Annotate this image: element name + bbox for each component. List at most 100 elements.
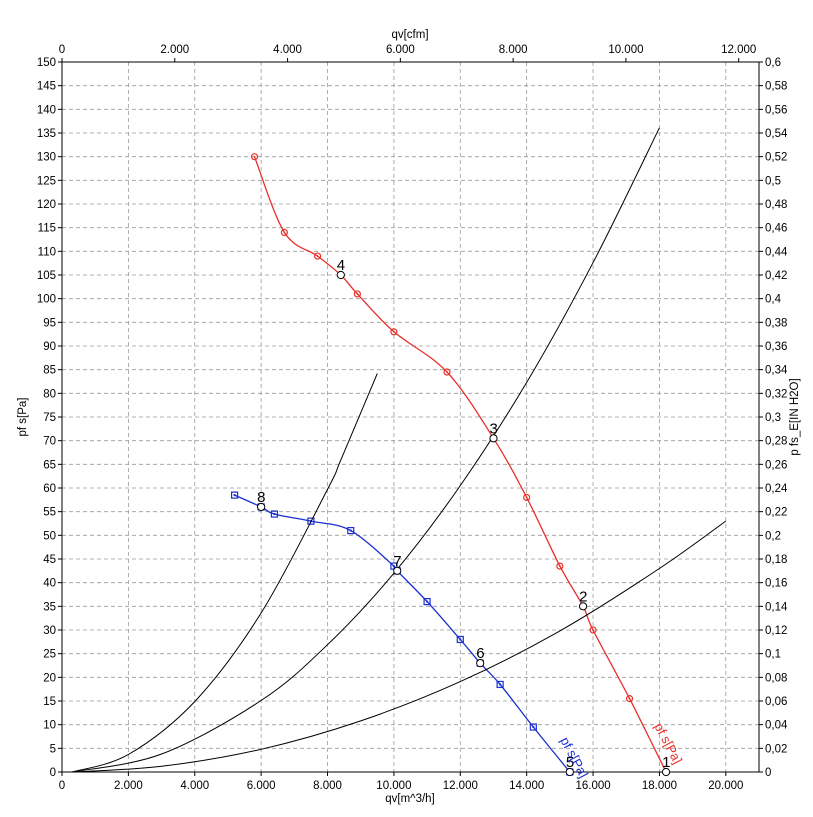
x-tick-label: 10.000 — [376, 780, 411, 792]
y2-tick-label: 0,46 — [765, 223, 787, 235]
y2-tick-label: 0,3 — [765, 412, 781, 424]
y2-tick-label: 0,6 — [765, 57, 781, 69]
y2-axis-ticks: 0 0,02 0,04 0,06 0,08 0,1 0,12 0,14 0,16 0,18 0,2 0… — [759, 57, 788, 779]
blue-data-marker-dot — [233, 494, 236, 497]
y-tick-label: 70 — [43, 436, 56, 448]
blue-data-marker-dot — [532, 726, 535, 729]
y-tick-label: 140 — [37, 104, 56, 116]
y2-tick-label: 0,48 — [765, 199, 787, 211]
operating-point-label: 4 — [337, 257, 345, 274]
y-tick-label: 90 — [43, 341, 56, 353]
y-tick-label: 5 — [50, 743, 56, 755]
operating-point-marker — [661, 767, 671, 777]
y2-tick-label: 0,1 — [765, 649, 781, 661]
y2-tick-label: 0,54 — [765, 128, 788, 140]
blue-data-marker — [347, 526, 355, 535]
y2-tick-label: 0,4 — [765, 294, 782, 306]
y2-tick-label: 0,2 — [765, 530, 781, 542]
operating-point-label: 6 — [476, 645, 484, 662]
y2-tick-label: 0,02 — [765, 743, 787, 755]
y2-tick-label: 0,06 — [765, 696, 787, 708]
blue-data-marker — [456, 635, 464, 644]
red-data-marker-dot — [558, 565, 561, 567]
blue-data-marker-dot — [459, 638, 462, 641]
x2-axis-label: qv[cfm] — [391, 29, 428, 41]
y-tick-label: 35 — [43, 601, 56, 613]
operating-point-marker — [578, 602, 588, 611]
y-tick-label: 95 — [43, 317, 56, 329]
operating-point-label: 2 — [579, 588, 587, 605]
blue-data-marker-dot — [426, 600, 429, 603]
series-layer — [71, 127, 727, 776]
x-tick-label: 14.000 — [509, 780, 544, 792]
red-data-marker-dot — [316, 255, 319, 257]
x2-tick-label: 6.000 — [386, 44, 415, 56]
y2-tick-label: 0,22 — [765, 507, 787, 519]
red-data-marker-dot — [253, 155, 256, 158]
y-tick-label: 45 — [43, 554, 56, 566]
y-tick-label: 55 — [43, 507, 56, 519]
y-tick-label: 125 — [37, 175, 56, 187]
y2-tick-label: 0,16 — [765, 578, 787, 590]
y2-tick-label: 0,24 — [765, 483, 788, 495]
red-data-marker — [390, 328, 398, 336]
y-tick-label: 30 — [43, 625, 56, 637]
red-data-marker — [353, 290, 361, 298]
red-data-marker-dot — [592, 629, 594, 631]
red-data-marker — [280, 228, 288, 236]
blue-data-marker — [230, 491, 239, 499]
blue-data-marker — [307, 517, 315, 525]
operating-point-label: 3 — [489, 420, 497, 437]
x-tick-label: 12.000 — [443, 780, 478, 792]
operating-point-marker — [476, 659, 485, 668]
y-tick-label: 120 — [37, 199, 56, 211]
y-tick-label: 135 — [37, 128, 56, 140]
red-data-marker — [443, 368, 451, 376]
y-tick-label: 10 — [43, 720, 56, 732]
blue-data-marker — [423, 597, 431, 606]
red-data-marker-dot — [628, 697, 631, 700]
x2-tick-label: 8.000 — [499, 44, 528, 56]
y-tick-label: 50 — [43, 530, 56, 542]
y2-tick-label: 0 — [765, 767, 771, 779]
y-axis-ticks: 0 5 10 15 20 25 30 35 40 45 50 55 60 65 70 75 80 85 90 95 10… — [37, 57, 62, 779]
x-axis-ticks: 0 2.000 4.000 6.000 8.000 10.000 12.000 14.000 1… — [59, 772, 743, 792]
y2-tick-label: 0,5 — [765, 175, 781, 187]
x-tick-label: 8.000 — [313, 780, 342, 792]
system-curve-a — [71, 373, 378, 773]
system-curve-c — [71, 520, 727, 773]
y2-tick-label: 0,14 — [765, 601, 788, 613]
red-data-marker-dot — [446, 371, 448, 373]
red-data-marker — [523, 493, 531, 502]
y-tick-label: 145 — [37, 81, 56, 93]
red-data-marker-dot — [393, 330, 395, 333]
operating-point-marker — [489, 434, 498, 443]
blue-data-marker-dot — [273, 513, 276, 516]
x-tick-label: 20.000 — [708, 780, 743, 792]
red-data-marker-dot — [356, 293, 359, 295]
x-tick-label: 16.000 — [575, 780, 610, 792]
y-tick-label: 15 — [43, 696, 56, 708]
y-tick-label: 150 — [37, 57, 56, 69]
x-tick-label: 18.000 — [642, 780, 677, 792]
operating-points: 1 2 3 4 5 6 7 8 — [257, 257, 671, 777]
red-data-marker — [313, 252, 322, 260]
y2-tick-label: 0,52 — [765, 152, 787, 164]
red-data-marker-dot — [525, 496, 528, 499]
y2-tick-label: 0,12 — [765, 625, 787, 637]
x-tick-label: 4.000 — [180, 780, 209, 792]
red-data-marker — [250, 153, 259, 161]
y-tick-label: 60 — [43, 483, 56, 495]
system-curve-b — [71, 127, 660, 773]
x-tick-label: 2.000 — [114, 780, 143, 792]
y2-tick-label: 0,56 — [765, 104, 787, 116]
y-tick-label: 80 — [43, 388, 56, 400]
x2-axis-ticks: 0 2.000 4.000 6.000 8.000 10.000 12.000 — [59, 44, 756, 62]
red-data-marker — [625, 695, 634, 703]
y2-tick-label: 0,18 — [765, 554, 787, 566]
blue-data-marker-dot — [392, 565, 395, 568]
red-data-marker — [589, 626, 597, 634]
operating-point-label: 5 — [566, 754, 574, 771]
y-axis-label: pf s[Pa] — [17, 398, 29, 437]
